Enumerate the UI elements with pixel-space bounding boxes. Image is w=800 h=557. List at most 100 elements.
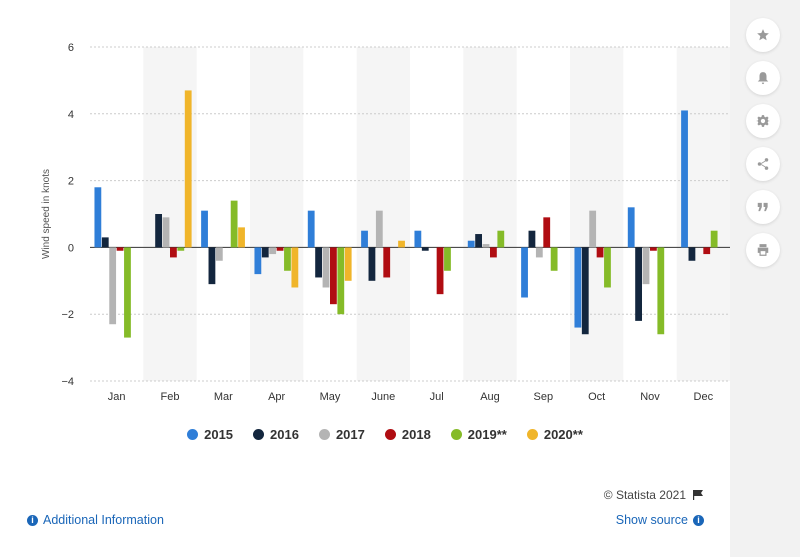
gridlines — [90, 46, 730, 382]
x-tick-label: Jan — [108, 391, 126, 403]
bar — [710, 230, 718, 248]
bar — [94, 187, 102, 248]
bar — [467, 240, 475, 248]
band — [463, 47, 517, 381]
legend-swatch — [187, 429, 199, 440]
bar — [330, 247, 337, 305]
bar — [543, 217, 551, 248]
bar — [589, 210, 597, 248]
legend-swatch — [384, 429, 396, 440]
band — [570, 47, 624, 381]
bar — [581, 247, 589, 335]
bar — [688, 247, 696, 261]
bar — [436, 247, 444, 295]
y-tick-label: 0 — [68, 242, 74, 254]
x-tick-label: Nov — [640, 391, 660, 403]
bar — [109, 247, 117, 325]
legend: 2015 2016 2017 2018 2019** 2020** — [0, 427, 770, 442]
bar — [269, 247, 277, 255]
show-source-link[interactable]: Show source i — [616, 513, 704, 527]
legend-item[interactable]: 2018 — [384, 427, 431, 442]
y-tick-label: −4 — [61, 376, 74, 388]
legend-item[interactable]: 2015 — [187, 427, 233, 442]
bar — [254, 247, 262, 275]
info-icon: i — [27, 514, 38, 526]
bar — [276, 247, 284, 251]
cite-button[interactable] — [746, 190, 780, 224]
bar — [284, 247, 291, 271]
x-tick-label: Aug — [480, 391, 500, 403]
bar — [124, 247, 131, 338]
info-icon: i — [693, 514, 704, 526]
y-tick-labels: 6 4 2 0 −2 −4 — [61, 42, 74, 388]
additional-information-label: Additional Information — [43, 513, 164, 527]
print-button[interactable] — [746, 233, 780, 267]
share-button[interactable] — [746, 147, 780, 181]
bar — [681, 110, 688, 248]
legend-label: 2018 — [401, 427, 431, 442]
star-icon — [757, 29, 769, 41]
x-tick-label: May — [320, 391, 341, 403]
legend-item[interactable]: 2016 — [253, 427, 299, 442]
bar — [208, 247, 216, 285]
bar — [230, 200, 238, 248]
legend-item[interactable]: 2020** — [526, 427, 583, 442]
x-tick-label: June — [371, 391, 395, 403]
share-icon — [757, 158, 769, 170]
bar — [291, 247, 299, 288]
band — [250, 47, 304, 381]
bar — [528, 230, 536, 248]
print-icon — [757, 244, 769, 256]
bar — [162, 217, 170, 248]
bar — [703, 247, 711, 255]
settings-button[interactable] — [746, 104, 780, 138]
bar — [337, 247, 345, 315]
legend-label: 2019** — [467, 427, 507, 442]
bell-icon — [757, 72, 769, 85]
copyright-text: © Statista 2021 — [603, 488, 686, 502]
bar — [650, 247, 657, 251]
legend-label: 2017 — [335, 427, 365, 442]
x-tick-labels: Jan Feb Mar Apr May June Jul Aug Sep Oct Nov Dec — [108, 391, 714, 403]
x-tick-label: Jul — [430, 391, 444, 403]
bar — [414, 230, 422, 248]
bar — [101, 237, 109, 248]
bar — [444, 247, 451, 271]
x-tick-label: Oct — [588, 391, 605, 403]
bar — [657, 247, 665, 335]
legend-swatch — [450, 429, 462, 440]
bar — [177, 247, 185, 251]
x-tick-label: Dec — [694, 391, 714, 403]
bar — [383, 247, 391, 278]
bar — [421, 247, 429, 251]
bar — [361, 230, 368, 248]
bar — [642, 247, 650, 285]
notification-button[interactable] — [746, 61, 780, 95]
legend-item[interactable]: 2019** — [450, 427, 507, 442]
bar — [574, 247, 582, 328]
bar — [215, 247, 223, 261]
y-tick-label: 2 — [68, 176, 74, 188]
bars — [94, 90, 718, 338]
bar — [635, 247, 642, 321]
bar — [116, 247, 124, 251]
band — [356, 47, 410, 381]
flag-icon[interactable] — [692, 490, 704, 500]
bar — [184, 90, 192, 248]
sidebar-toolbar — [746, 18, 780, 267]
bar — [604, 247, 611, 288]
bar — [596, 247, 604, 258]
y-axis-label: Wind speed in knots — [41, 169, 52, 259]
additional-information-link[interactable]: i Additional Information — [27, 513, 164, 527]
bar — [261, 247, 269, 258]
chart-card: 6 4 2 0 −2 −4 Jan Feb Mar Apr May June Jul Aug Sep Oct… — [0, 0, 730, 557]
bar — [475, 234, 482, 248]
legend-item[interactable]: 2017 — [318, 427, 365, 442]
y-tick-label: 4 — [68, 109, 74, 121]
y-tick-label: 6 — [68, 42, 74, 54]
quote-icon — [757, 202, 768, 212]
favorite-button[interactable] — [746, 18, 780, 52]
x-tick-label: Mar — [214, 391, 233, 403]
bar — [375, 210, 383, 248]
bar — [627, 207, 635, 248]
